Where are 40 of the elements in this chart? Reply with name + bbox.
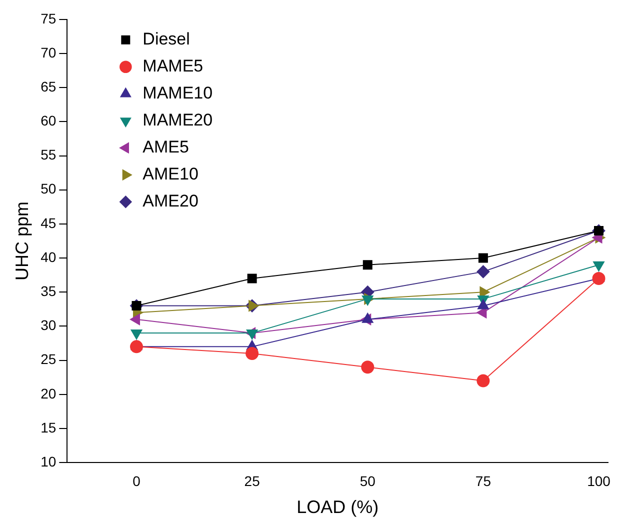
legend-label: AME5 xyxy=(142,138,189,157)
y-tick-label: 30 xyxy=(40,317,56,334)
point xyxy=(362,260,372,270)
y-tick-label: 35 xyxy=(40,283,56,299)
legend-label: MAME10 xyxy=(142,84,213,103)
point xyxy=(361,360,374,374)
point xyxy=(476,374,490,388)
legend-label: MAME5 xyxy=(142,56,204,76)
point xyxy=(478,253,488,263)
point xyxy=(130,340,144,354)
point xyxy=(246,347,259,360)
point xyxy=(592,272,606,285)
point xyxy=(362,295,374,306)
x-tick-label: 75 xyxy=(475,472,492,489)
y-tick-label: 70 xyxy=(40,44,56,60)
x-tick-label: 50 xyxy=(360,472,376,489)
x-tick-label: 100 xyxy=(587,472,611,489)
point xyxy=(130,314,140,326)
y-tick-label: 60 xyxy=(40,112,56,129)
legend-label: AME10 xyxy=(142,164,198,184)
x-axis-title: LOAD (%) xyxy=(296,497,379,518)
x-tick-label: 0 xyxy=(132,472,141,489)
y-tick-label: 20 xyxy=(40,385,56,402)
y-tick-label: 50 xyxy=(40,180,56,197)
y-tick-label: 45 xyxy=(40,214,56,231)
y-tick-label: 65 xyxy=(40,78,56,94)
legend-label: AME20 xyxy=(142,192,198,211)
y-tick-label: 25 xyxy=(40,351,56,368)
point xyxy=(247,274,257,284)
y-tick-label: 75 xyxy=(40,10,56,26)
legend-label: Diesel xyxy=(142,30,190,49)
legend-label: MAME20 xyxy=(142,110,213,130)
point xyxy=(476,265,490,278)
y-tick-label: 10 xyxy=(40,453,56,470)
y-tick-label: 15 xyxy=(40,419,56,436)
y-tick-label: 40 xyxy=(40,248,56,265)
y-tick-label: 55 xyxy=(40,146,56,163)
x-tick-label: 25 xyxy=(244,472,260,489)
point xyxy=(593,261,604,272)
y-axis-title: UHC ppm xyxy=(12,201,32,281)
